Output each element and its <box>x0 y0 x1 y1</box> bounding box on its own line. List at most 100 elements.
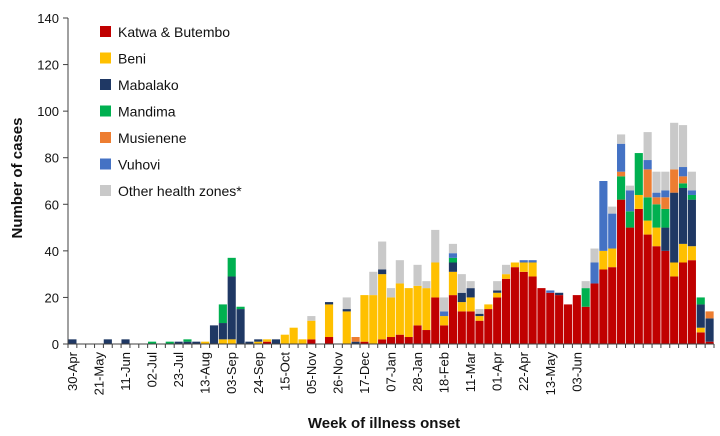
bar-segment-3-65 <box>643 197 652 221</box>
bar-segment-0-33 <box>360 341 369 344</box>
bar-segment-6-45 <box>466 281 475 289</box>
bar-segment-5-42 <box>440 311 449 317</box>
bar-segment-2-17 <box>218 323 227 340</box>
bar-segment-5-66 <box>652 192 661 198</box>
bar-segment-2-32 <box>351 341 360 344</box>
bar-segment-3-43 <box>448 257 458 263</box>
bar-segment-5-70 <box>687 190 696 195</box>
x-tick-label: 18-Feb <box>437 352 452 393</box>
bar-segment-6-36 <box>386 288 396 298</box>
bar-segment-5-43 <box>448 253 458 258</box>
bar-segment-3-66 <box>652 204 661 228</box>
bar-segment-2-20 <box>245 341 254 344</box>
bar-segment-6-46 <box>475 309 484 314</box>
y-tick-label: 20 <box>45 290 59 305</box>
bar-segment-0-59 <box>590 283 599 344</box>
bar-segment-1-22 <box>263 339 272 342</box>
bar-segment-2-18 <box>227 276 236 340</box>
bar-segment-0-51 <box>519 271 528 344</box>
bar-segment-5-52 <box>528 260 537 263</box>
bar-segment-4-68 <box>670 169 679 193</box>
bar-segment-1-68 <box>670 262 679 277</box>
bar-segment-2-70 <box>687 199 696 247</box>
bar-segment-0-70 <box>687 260 696 344</box>
bar-segment-0-56 <box>563 304 573 344</box>
bar-segment-1-46 <box>475 316 484 321</box>
bar-segment-0-65 <box>643 234 652 344</box>
bar-segment-1-69 <box>678 243 688 263</box>
bar-segment-4-67 <box>661 197 670 209</box>
bar-segment-3-9 <box>148 341 157 344</box>
bar-segment-4-72 <box>705 311 714 319</box>
bar-segment-5-51 <box>519 260 528 263</box>
bar-segment-1-40 <box>422 288 431 331</box>
bar-segment-1-44 <box>457 302 466 312</box>
bar-segment-0-43 <box>448 295 458 344</box>
legend-swatch-4 <box>100 132 111 143</box>
bar-segment-2-14 <box>192 341 201 344</box>
bar-segment-0-54 <box>546 292 555 344</box>
bar-segment-0-68 <box>670 276 679 344</box>
x-tick-label: 15-Oct <box>277 352 292 391</box>
bar-segment-1-70 <box>687 246 696 261</box>
bar-segment-2-68 <box>670 192 679 263</box>
bar-segment-5-65 <box>643 160 652 170</box>
bar-segment-4-66 <box>652 197 661 205</box>
x-tick-label: 13-May <box>543 352 558 396</box>
bar-segment-1-60 <box>599 250 608 270</box>
axes-layer <box>67 18 714 345</box>
bar-segment-4-62 <box>617 171 626 177</box>
bar-segment-0-48 <box>493 297 502 344</box>
bar-segment-0-53 <box>537 288 546 344</box>
bar-segment-1-42 <box>440 316 449 326</box>
bar-segment-0-62 <box>617 199 626 344</box>
bar-segment-6-27 <box>307 316 316 321</box>
bar-segment-0-67 <box>661 250 670 344</box>
bar-segment-6-68 <box>670 122 679 170</box>
bar-segment-1-66 <box>652 227 661 247</box>
bar-segment-1-29 <box>324 304 334 338</box>
bar-segment-3-13 <box>183 339 192 342</box>
bar-segment-1-26 <box>298 339 307 344</box>
bar-segment-2-45 <box>466 288 475 298</box>
bar-segment-1-45 <box>466 297 475 312</box>
bar-segment-3-67 <box>661 208 670 228</box>
bar-segment-2-44 <box>457 292 466 303</box>
bar-segment-2-72 <box>705 318 714 342</box>
bar-segment-2-67 <box>661 227 670 251</box>
bar-segment-5-63 <box>625 190 634 212</box>
bar-segment-0-63 <box>625 227 634 344</box>
bar-segment-2-35 <box>378 269 387 275</box>
bar-segment-1-39 <box>413 285 422 326</box>
bar-segment-2-6 <box>121 339 130 344</box>
x-tick-label: 24-Sep <box>251 352 266 394</box>
bar-segment-1-27 <box>307 320 316 340</box>
bar-segment-6-48 <box>493 281 502 291</box>
bar-segment-0-45 <box>466 311 475 344</box>
bar-segment-1-33 <box>360 295 369 342</box>
x-tick-label: 03-Sep <box>224 352 239 394</box>
bar-segment-1-36 <box>386 297 396 338</box>
bar-segment-1-50 <box>510 262 519 268</box>
bar-segment-0-46 <box>475 320 484 344</box>
bar-segment-1-61 <box>608 248 617 268</box>
bar-segment-1-25 <box>289 327 298 344</box>
bar-segment-1-15 <box>201 341 210 344</box>
legend-label-6: Other health zones* <box>118 183 242 199</box>
bar-segment-5-69 <box>678 167 688 177</box>
bar-segment-1-71 <box>696 327 705 333</box>
bar-segment-0-22 <box>263 341 272 344</box>
x-tick-label: 01-Apr <box>490 351 505 391</box>
y-tick-label: 60 <box>45 197 59 212</box>
bar-segment-0-71 <box>696 332 705 344</box>
y-tick-label: 0 <box>52 337 59 352</box>
bar-segment-0-39 <box>413 325 422 344</box>
x-tick-label: 28-Jan <box>410 352 425 392</box>
bar-segment-3-17 <box>218 304 227 324</box>
bar-segment-2-46 <box>475 313 484 317</box>
bar-segment-5-67 <box>661 190 670 198</box>
bar-segment-2-16 <box>209 325 219 344</box>
bar-segment-2-69 <box>678 187 688 244</box>
legend-label-5: Vuhovi <box>118 157 160 173</box>
bar-segment-1-21 <box>254 341 263 344</box>
